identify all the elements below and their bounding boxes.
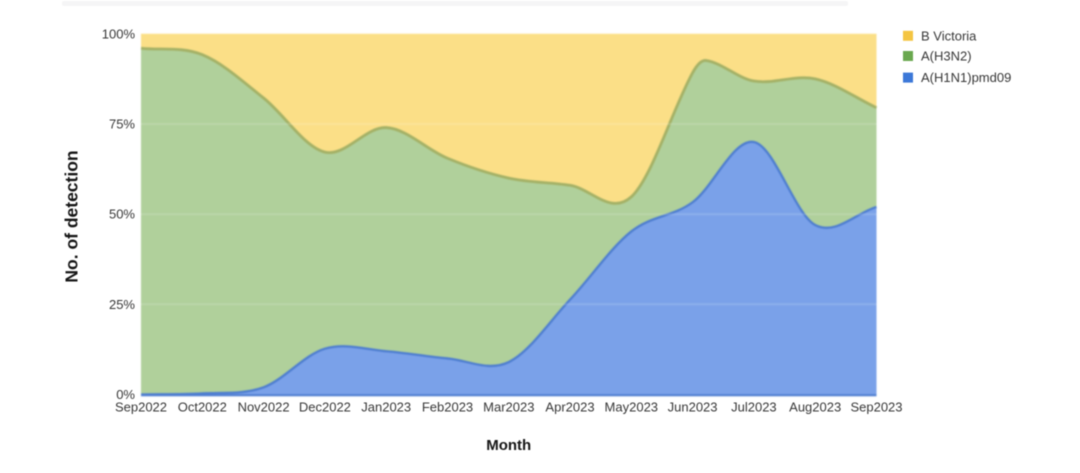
svg-text:A(H3N2): A(H3N2) (921, 49, 972, 64)
svg-text:May2023: May2023 (605, 399, 658, 414)
svg-text:Feb2023: Feb2023 (422, 399, 473, 414)
svg-text:Jan2023: Jan2023 (361, 399, 411, 414)
svg-text:Dec2022: Dec2022 (299, 399, 351, 414)
svg-text:Aug2023: Aug2023 (789, 399, 841, 414)
svg-text:No. of detection: No. of detection (62, 150, 82, 282)
svg-text:Month: Month (486, 437, 531, 454)
svg-text:Apr2023: Apr2023 (545, 399, 594, 414)
svg-text:100%: 100% (102, 26, 136, 41)
svg-text:Mar2023: Mar2023 (483, 399, 534, 414)
svg-text:Sep2022: Sep2022 (115, 399, 167, 414)
svg-text:A(H1N1)pmd09: A(H1N1)pmd09 (921, 70, 1011, 85)
svg-text:Oct2022: Oct2022 (178, 399, 227, 414)
svg-text:B Victoria: B Victoria (921, 28, 977, 43)
svg-text:0%: 0% (116, 387, 135, 402)
svg-text:50%: 50% (109, 207, 135, 222)
svg-text:Jul2023: Jul2023 (731, 399, 777, 414)
svg-text:Nov2022: Nov2022 (238, 399, 290, 414)
svg-text:Jun2023: Jun2023 (668, 399, 718, 414)
svg-text:25%: 25% (109, 297, 135, 312)
svg-text:Sep2023: Sep2023 (850, 399, 902, 414)
svg-text:75%: 75% (109, 117, 135, 132)
